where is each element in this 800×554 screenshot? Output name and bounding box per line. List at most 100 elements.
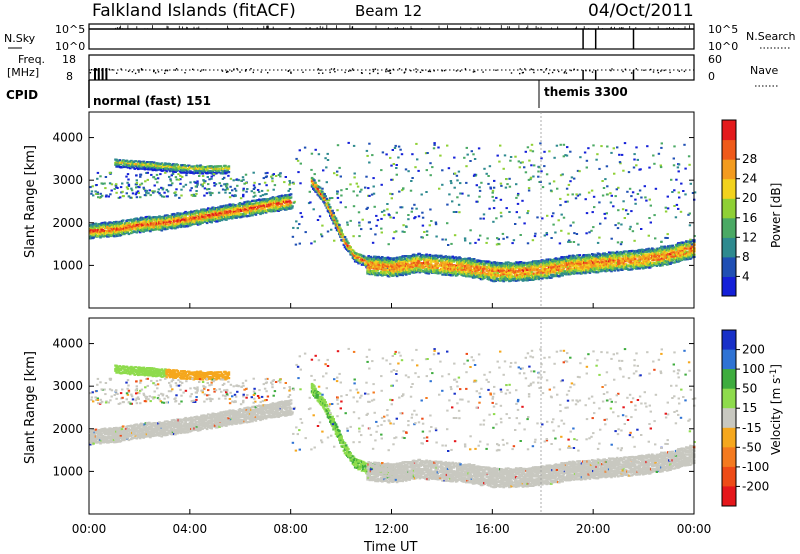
power-cell [451,255,454,258]
power-cell [248,214,252,217]
power-cell [509,277,512,281]
power-cell [387,275,391,278]
power-cell [579,268,583,271]
power-cell [612,253,616,256]
site-title: Falkland Islands (fitACF) [92,1,296,21]
power-cell [225,218,228,221]
power-cell [545,233,549,236]
power-cell [590,189,594,192]
power-cell [638,267,642,270]
power-cell [218,210,221,213]
power-cell [268,204,271,208]
nsearch-tick-bottom: 10^0 [708,40,738,53]
power-cell [384,268,387,272]
power-cell [468,257,471,260]
power-cell [92,236,95,239]
power-cell [446,203,449,206]
freq-dot [532,68,534,71]
power-cell [187,164,191,167]
freq-dot [302,71,304,73]
power-cell [323,193,326,196]
power-cell [193,212,196,215]
power-cell [386,268,390,272]
power-cell [372,192,376,195]
power-cell [340,231,343,234]
power-cell [600,270,603,273]
power-cell [609,264,612,267]
power-cell [365,149,369,152]
power-cell [425,270,428,273]
power-cell [227,165,231,168]
power-cell [509,156,513,158]
power-cell [431,264,434,267]
power-cell [424,260,427,263]
power-cell [177,167,181,170]
power-cell [132,166,135,169]
power-cell [417,259,420,262]
power-cell [600,262,603,266]
power-cell [687,256,690,259]
power-cell [96,229,100,232]
power-cell [653,214,656,217]
power-cell [537,278,541,281]
power-cell [222,207,226,210]
power-cell [196,221,200,224]
power-cell [332,212,335,215]
power-cell [346,243,349,246]
freq-dot [610,69,612,72]
freq-dot [524,68,526,70]
nsky-panel-frame [88,23,695,50]
freq-dot [351,68,354,70]
power-cell [264,202,268,205]
power-cell [395,275,399,278]
power-cell [679,252,682,255]
power-cell [644,253,647,256]
power-cell [147,163,150,166]
freq-dot [565,72,568,74]
power-cell [241,176,245,179]
power-cell [356,260,359,263]
power-cell [338,223,341,227]
power-cell [548,272,552,275]
power-cell [593,266,596,269]
power-cell [268,207,271,210]
power-cell [417,215,421,218]
power-cell [96,191,99,194]
freq-dot [260,71,262,73]
freq-dot [89,72,92,74]
power-cell [358,221,361,224]
power-cell [492,199,496,202]
power-cell [369,262,373,265]
power-cell [555,262,559,265]
power-cell [567,256,570,259]
power-cell [344,242,348,245]
power-cell [119,163,123,166]
power-cell [100,226,103,229]
power-cell [203,187,207,190]
power-cell [569,224,572,227]
power-cell [252,184,256,187]
power-cell [654,255,657,258]
power-cell [374,261,377,264]
power-cell [156,164,159,167]
power-cell [415,271,418,274]
power-cell [529,272,533,275]
freq-dot [318,72,320,74]
power-cell [374,255,377,258]
power-cell [395,256,399,259]
power-cell [383,258,386,261]
nsky-tick-top: 10^5 [55,23,85,36]
power-cell [246,200,250,203]
freq-dot [405,68,407,70]
power-cell [648,217,651,219]
power-cell [537,276,541,279]
mode-label-normal: normal (fast) 151 [93,94,211,108]
power-cell [117,226,120,229]
power-cell [224,213,227,216]
power-cell [136,190,140,193]
power-cell [436,262,440,265]
power-cell [273,204,277,207]
power-cell [149,224,152,227]
power-cell [682,257,686,260]
power-cell [251,204,254,207]
